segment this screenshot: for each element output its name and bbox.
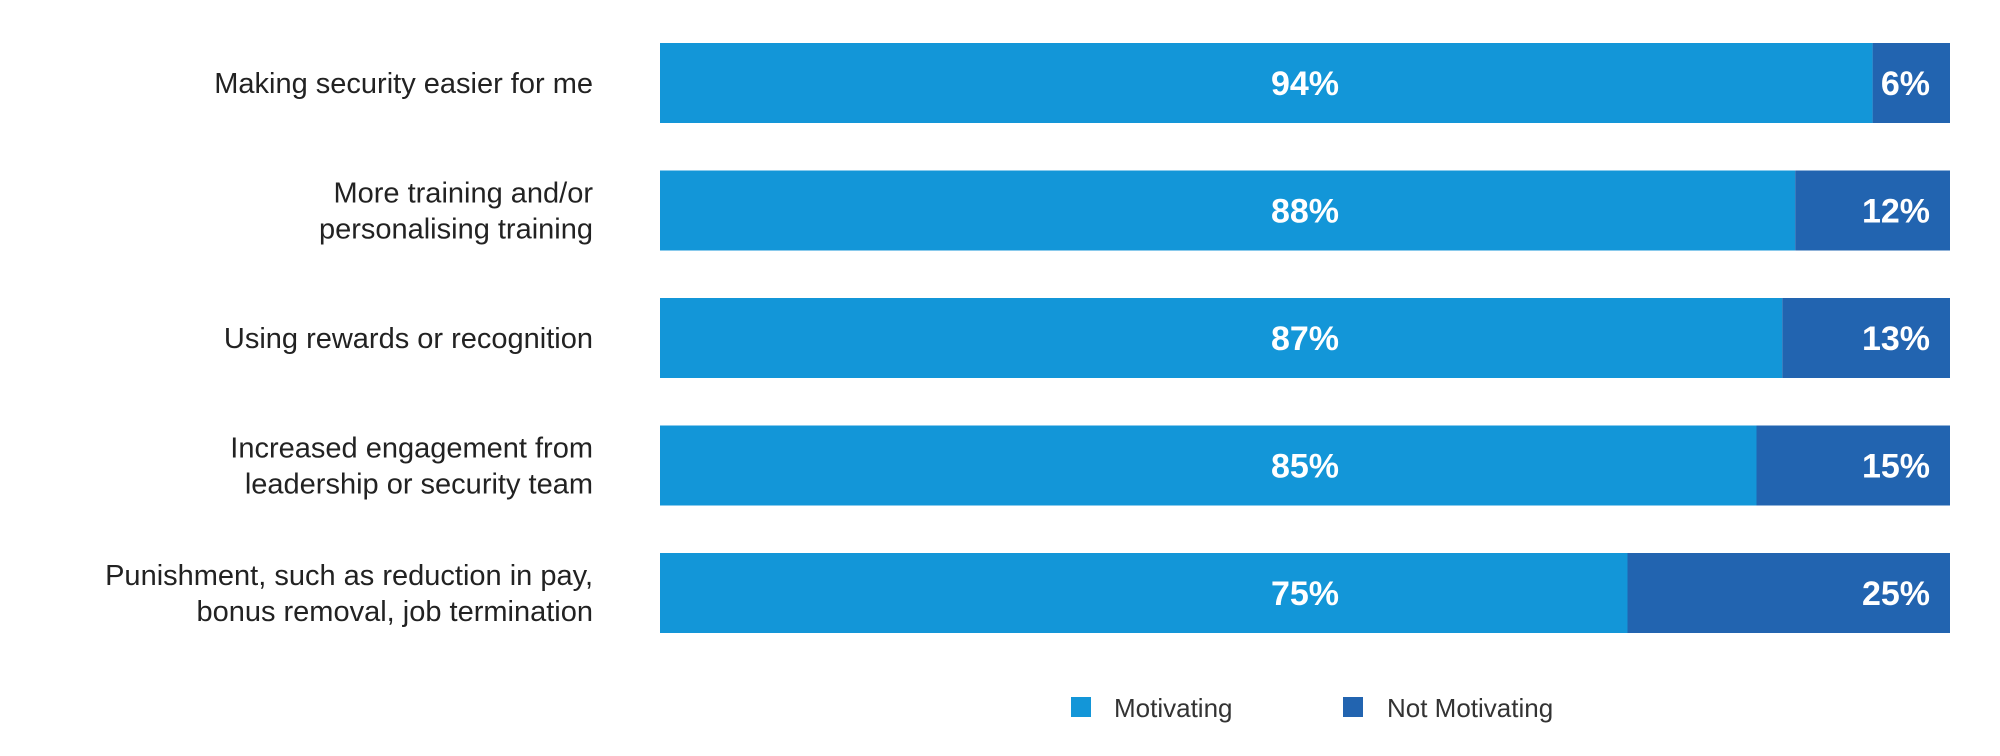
bar-not-motivating	[1795, 170, 1950, 251]
bar-motivating	[660, 298, 1783, 378]
category-label: Punishment, such as reduction in pay, bon…	[105, 560, 593, 628]
category-label-line: Making security easier for me	[214, 68, 593, 100]
legend-swatch-not-motivating	[1343, 697, 1363, 717]
legend-swatch-motivating	[1071, 697, 1091, 717]
data-label-not-motivating: 13%	[1862, 320, 1930, 358]
category-label: Increased engagement from leadership or s…	[230, 433, 593, 501]
category-label-line: bonus removal, job termination	[196, 596, 593, 628]
bars-group: 94% 6% 88% 12% 87% 13% 85% 15% 75% 25%	[660, 43, 1950, 633]
category-label: Using rewards or recognition	[224, 323, 593, 355]
bar-not-motivating	[1872, 43, 1950, 123]
category-label-line: Using rewards or recognition	[224, 323, 593, 355]
bar-not-motivating	[1627, 553, 1950, 633]
bar-not-motivating	[1756, 425, 1950, 506]
data-label-not-motivating: 6%	[1881, 65, 1930, 103]
legend-label-not-motivating: Not Motivating	[1387, 693, 1553, 723]
data-label-motivating: 75%	[1271, 575, 1339, 613]
category-label-line: personalising training	[319, 214, 593, 246]
category-label-line: More training and/or	[333, 178, 593, 210]
data-label-not-motivating: 15%	[1862, 448, 1930, 486]
category-label-line: leadership or security team	[245, 469, 593, 501]
bar-motivating	[660, 425, 1757, 506]
bar-motivating	[660, 170, 1796, 251]
data-label-not-motivating: 25%	[1862, 575, 1930, 613]
category-label: More training and/or personalising traini…	[319, 178, 593, 246]
category-labels-group: Making security easier for me More traini…	[105, 68, 593, 628]
legend: Motivating Not Motivating	[1071, 693, 1553, 723]
bar-motivating	[660, 43, 1873, 123]
category-label: Making security easier for me	[214, 68, 593, 100]
bar-not-motivating	[1782, 298, 1950, 378]
data-label-not-motivating: 12%	[1862, 193, 1930, 231]
data-label-motivating: 88%	[1271, 193, 1339, 231]
data-label-motivating: 94%	[1271, 65, 1339, 103]
data-label-motivating: 85%	[1271, 448, 1339, 486]
category-label-line: Increased engagement from	[230, 433, 593, 465]
data-label-motivating: 87%	[1271, 320, 1339, 358]
legend-label-motivating: Motivating	[1114, 693, 1233, 723]
category-label-line: Punishment, such as reduction in pay,	[105, 560, 593, 592]
bar-motivating	[660, 553, 1628, 633]
